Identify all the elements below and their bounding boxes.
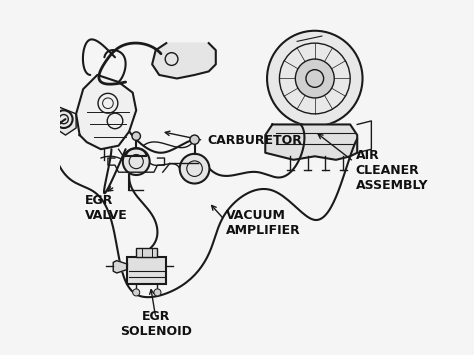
FancyBboxPatch shape: [136, 248, 157, 257]
Polygon shape: [265, 125, 357, 160]
Circle shape: [267, 31, 363, 126]
Circle shape: [154, 289, 161, 296]
Text: AIR
CLEANER
ASSEMBLY: AIR CLEANER ASSEMBLY: [356, 149, 428, 192]
Circle shape: [190, 135, 199, 144]
FancyBboxPatch shape: [128, 257, 166, 284]
Polygon shape: [76, 75, 136, 149]
Polygon shape: [51, 107, 76, 135]
Text: VACUUM
AMPLIFIER: VACUUM AMPLIFIER: [227, 209, 301, 237]
Text: CARBURETOR: CARBURETOR: [207, 134, 302, 147]
Circle shape: [123, 148, 150, 175]
Circle shape: [132, 132, 140, 140]
Circle shape: [295, 59, 334, 98]
Polygon shape: [113, 261, 128, 273]
Text: EGR
VALVE: EGR VALVE: [85, 193, 128, 222]
Circle shape: [133, 289, 140, 296]
Text: EGR
SOLENOID: EGR SOLENOID: [120, 310, 191, 338]
Polygon shape: [152, 43, 216, 78]
Circle shape: [180, 154, 210, 184]
